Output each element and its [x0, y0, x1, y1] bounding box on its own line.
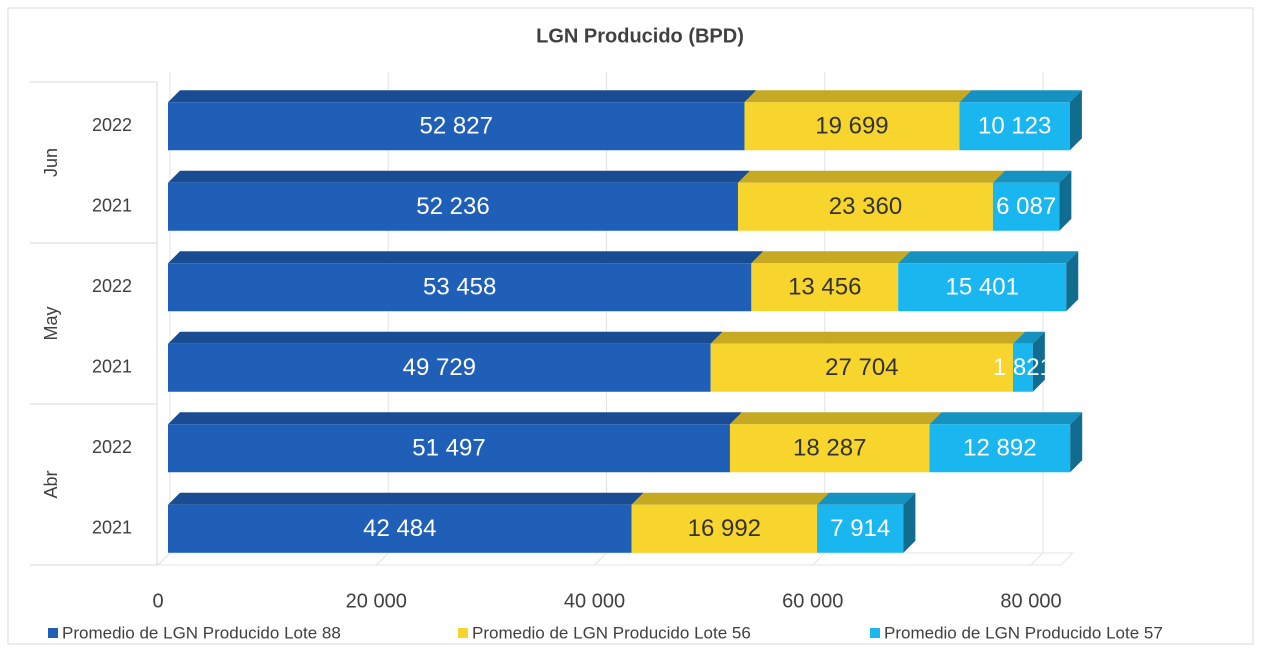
data-label: 1 821	[993, 354, 1053, 381]
bar-top	[751, 251, 911, 264]
group-label: Jun	[41, 148, 61, 177]
y-tick-label: 2021	[92, 357, 132, 377]
bar-top	[738, 170, 1005, 183]
legend-swatch	[870, 628, 880, 638]
bar	[168, 102, 745, 151]
bar	[744, 102, 960, 151]
bar-top	[929, 412, 1083, 425]
x-tick-label: 20 000	[346, 590, 407, 612]
bar	[168, 263, 752, 312]
chart-title: LGN Producido (BPD)	[536, 25, 744, 47]
bar	[168, 504, 632, 553]
data-label: 18 287	[793, 435, 866, 462]
bar	[817, 504, 904, 553]
data-label: 13 456	[788, 274, 861, 301]
grid-line	[812, 552, 826, 566]
bar	[992, 182, 1060, 231]
bar-side	[1069, 90, 1082, 151]
bar-top	[817, 492, 916, 505]
data-label: 27 704	[825, 354, 898, 381]
grid-line	[1030, 552, 1044, 566]
bar	[710, 343, 1013, 392]
data-label: 23 360	[829, 193, 902, 220]
x-tick-label: 40 000	[564, 590, 625, 612]
data-label: 53 458	[423, 274, 496, 301]
data-label: 12 892	[963, 435, 1036, 462]
bar	[729, 424, 930, 473]
data-label: 16 992	[688, 515, 761, 542]
x-tick-label: 60 000	[782, 590, 843, 612]
bar	[929, 424, 1071, 473]
bar	[631, 504, 818, 553]
y-tick-label: 2022	[92, 115, 132, 135]
data-label: 52 827	[420, 113, 493, 140]
bar-top	[729, 412, 942, 425]
bar	[751, 263, 899, 312]
bar-top	[631, 492, 830, 505]
x-tick-label: 80 000	[1000, 590, 1061, 612]
x-tick-label: 0	[152, 590, 163, 612]
data-label: 15 401	[946, 274, 1019, 301]
bar-top	[168, 412, 742, 425]
bar-top	[168, 331, 723, 344]
y-tick-label: 2022	[92, 276, 132, 296]
group-label: May	[41, 306, 61, 340]
bar-side	[1059, 170, 1072, 231]
group-label: Abr	[41, 470, 61, 498]
bar	[168, 182, 739, 231]
bar-top	[710, 331, 1025, 344]
bar-top	[744, 90, 972, 103]
legend-swatch	[458, 628, 468, 638]
bar	[959, 102, 1070, 151]
bar-top	[1012, 331, 1045, 344]
data-label: 51 497	[412, 435, 485, 462]
bar	[738, 182, 993, 231]
data-label: 52 236	[416, 193, 489, 220]
data-label: 6 087	[996, 193, 1056, 220]
y-tick-label: 2021	[92, 196, 132, 216]
bar-top	[168, 90, 757, 103]
bar-top	[168, 251, 764, 264]
bar	[168, 424, 730, 473]
legend-label: Promedio de LGN Producido Lote 57	[884, 623, 1163, 642]
bar-side	[1066, 251, 1079, 312]
data-label: 42 484	[363, 515, 436, 542]
y-tick-label: 2021	[92, 518, 132, 538]
bar-top	[992, 170, 1072, 183]
legend-label: Promedio de LGN Producido Lote 88	[62, 623, 341, 642]
bar-side	[1070, 412, 1083, 473]
data-label: 10 123	[978, 113, 1051, 140]
bar-side	[1032, 331, 1045, 392]
bar-top	[959, 90, 1082, 103]
data-label: 49 729	[403, 354, 476, 381]
bar	[168, 343, 711, 392]
bar-side	[903, 492, 916, 553]
data-label: 19 699	[815, 113, 888, 140]
bar	[1012, 343, 1033, 392]
bar-top	[898, 251, 1079, 264]
bar-top	[168, 492, 644, 505]
grid-line	[375, 552, 389, 566]
data-label: 7 914	[830, 515, 890, 542]
grid-line	[594, 552, 607, 566]
bar-top	[168, 170, 751, 183]
legend-swatch	[48, 628, 58, 638]
bar	[898, 263, 1067, 312]
legend-label: Promedio de LGN Producido Lote 56	[472, 623, 751, 642]
y-tick-label: 2022	[92, 437, 132, 457]
grid-line	[157, 552, 171, 566]
